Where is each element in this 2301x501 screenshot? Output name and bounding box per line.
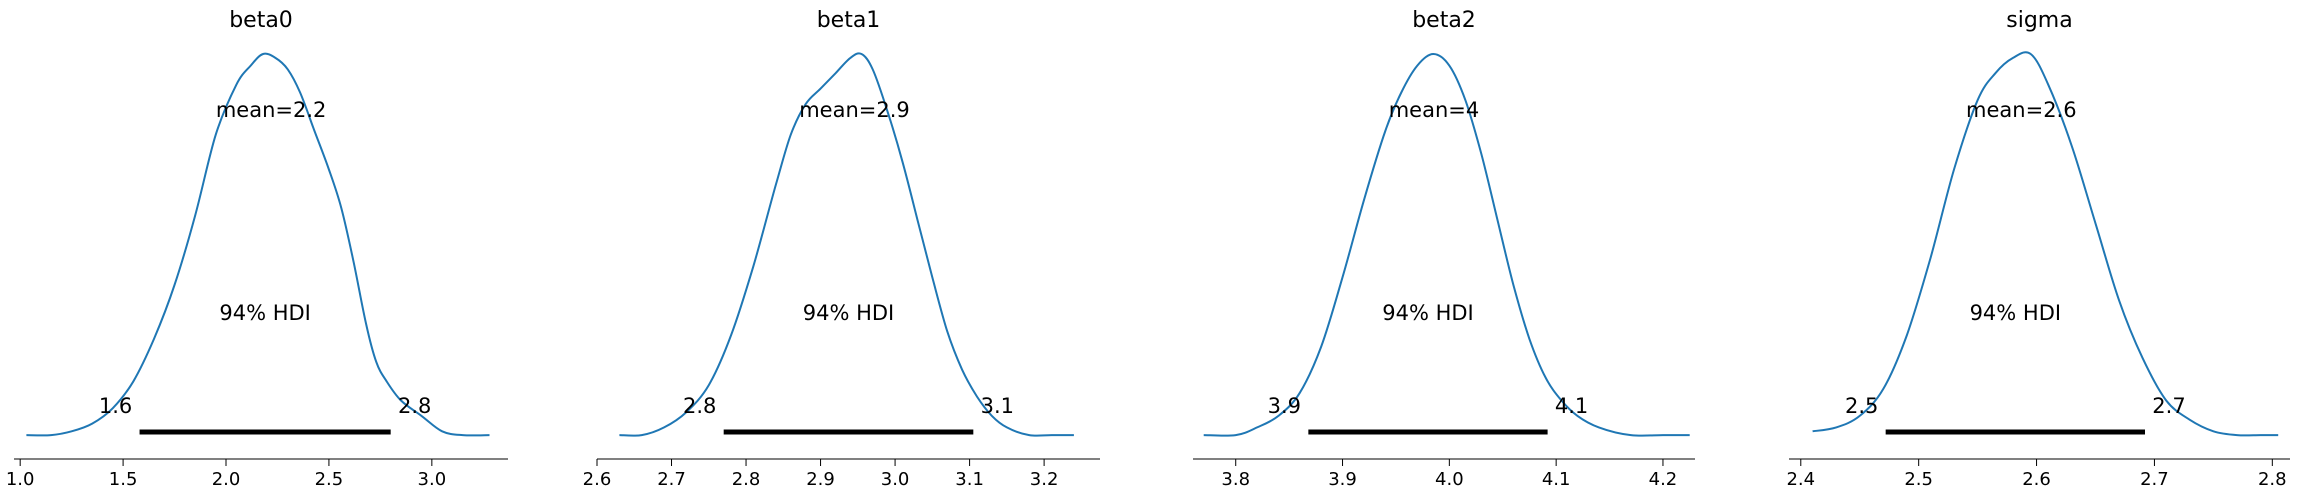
x-tick-label: 2.6: [2022, 469, 2051, 490]
hdi-lower-label: 1.6: [99, 394, 132, 418]
x-tick-label: 3.9: [1328, 469, 1357, 490]
hdi-text: 94% HDI: [803, 301, 895, 325]
hdi-lower-label: 2.5: [1845, 394, 1878, 418]
hdi-upper-label: 2.8: [398, 394, 431, 418]
x-tick-label: 2.0: [212, 469, 241, 490]
x-tick-label: 2.7: [2140, 469, 2169, 490]
x-tick-label: 2.8: [732, 469, 761, 490]
panel-title: beta0: [229, 8, 293, 33]
hdi-text: 94% HDI: [219, 301, 311, 325]
x-tick-label: 3.2: [1030, 469, 1059, 490]
panel-title: beta2: [1412, 8, 1476, 33]
panel-beta1: beta1 2.6 2.7 2.8 2.9 3.0 3.1 3.2 2.8 3.1 94% HDI m…: [583, 8, 1100, 490]
x-tick-label: 4.2: [1649, 469, 1678, 490]
x-tick-label: 3.8: [1221, 469, 1250, 490]
x-tick-label: 2.6: [583, 469, 612, 490]
panel-title: beta1: [817, 8, 881, 33]
hdi-lower-label: 3.9: [1268, 394, 1301, 418]
x-tick-label: 2.7: [657, 469, 686, 490]
x-tick-label: 1.0: [6, 469, 35, 490]
x-tick-label: 2.8: [2258, 469, 2287, 490]
mean-label: mean=2.6: [1966, 98, 2077, 122]
x-tick-label: 4.0: [1435, 469, 1464, 490]
hdi-upper-label: 3.1: [981, 394, 1014, 418]
kde-curve: [26, 52, 490, 437]
x-tick-label: 1.5: [109, 469, 138, 490]
panel-sigma: sigma 2.4 2.5 2.6 2.7 2.8 2.5 2.7 94% HDI mean=2.…: [1786, 8, 2290, 490]
hdi-upper-label: 4.1: [1555, 394, 1588, 418]
hdi-text: 94% HDI: [1970, 301, 2062, 325]
x-tick-label: 4.1: [1542, 469, 1571, 490]
mean-label: mean=4: [1389, 98, 1480, 122]
x-tick-label: 2.5: [315, 469, 344, 490]
hdi-upper-label: 2.7: [2152, 394, 2185, 418]
kde-curve: [1203, 52, 1690, 437]
mean-label: mean=2.9: [799, 98, 910, 122]
x-tick-label: 2.4: [1786, 469, 1815, 490]
mean-label: mean=2.2: [216, 98, 327, 122]
panel-beta2: beta2 3.8 3.9 4.0 4.1 4.2 3.9 4.1 94% HDI mean=4: [1193, 8, 1695, 490]
kde-curve: [1812, 51, 2279, 437]
hdi-lower-label: 2.8: [683, 394, 716, 418]
hdi-text: 94% HDI: [1382, 301, 1474, 325]
x-tick-label: 2.5: [1904, 469, 1933, 490]
panel-beta0: beta0 1.0 1.5 2.0 2.5 3.0 1.6 2.8 94% HDI mean=2.…: [6, 8, 508, 490]
x-tick-label: 3.0: [418, 469, 447, 490]
x-tick-label: 2.9: [806, 469, 835, 490]
x-tick-label: 3.0: [881, 469, 910, 490]
x-tick-label: 3.1: [955, 469, 984, 490]
kde-curve: [619, 52, 1074, 437]
panel-title: sigma: [2006, 8, 2072, 33]
